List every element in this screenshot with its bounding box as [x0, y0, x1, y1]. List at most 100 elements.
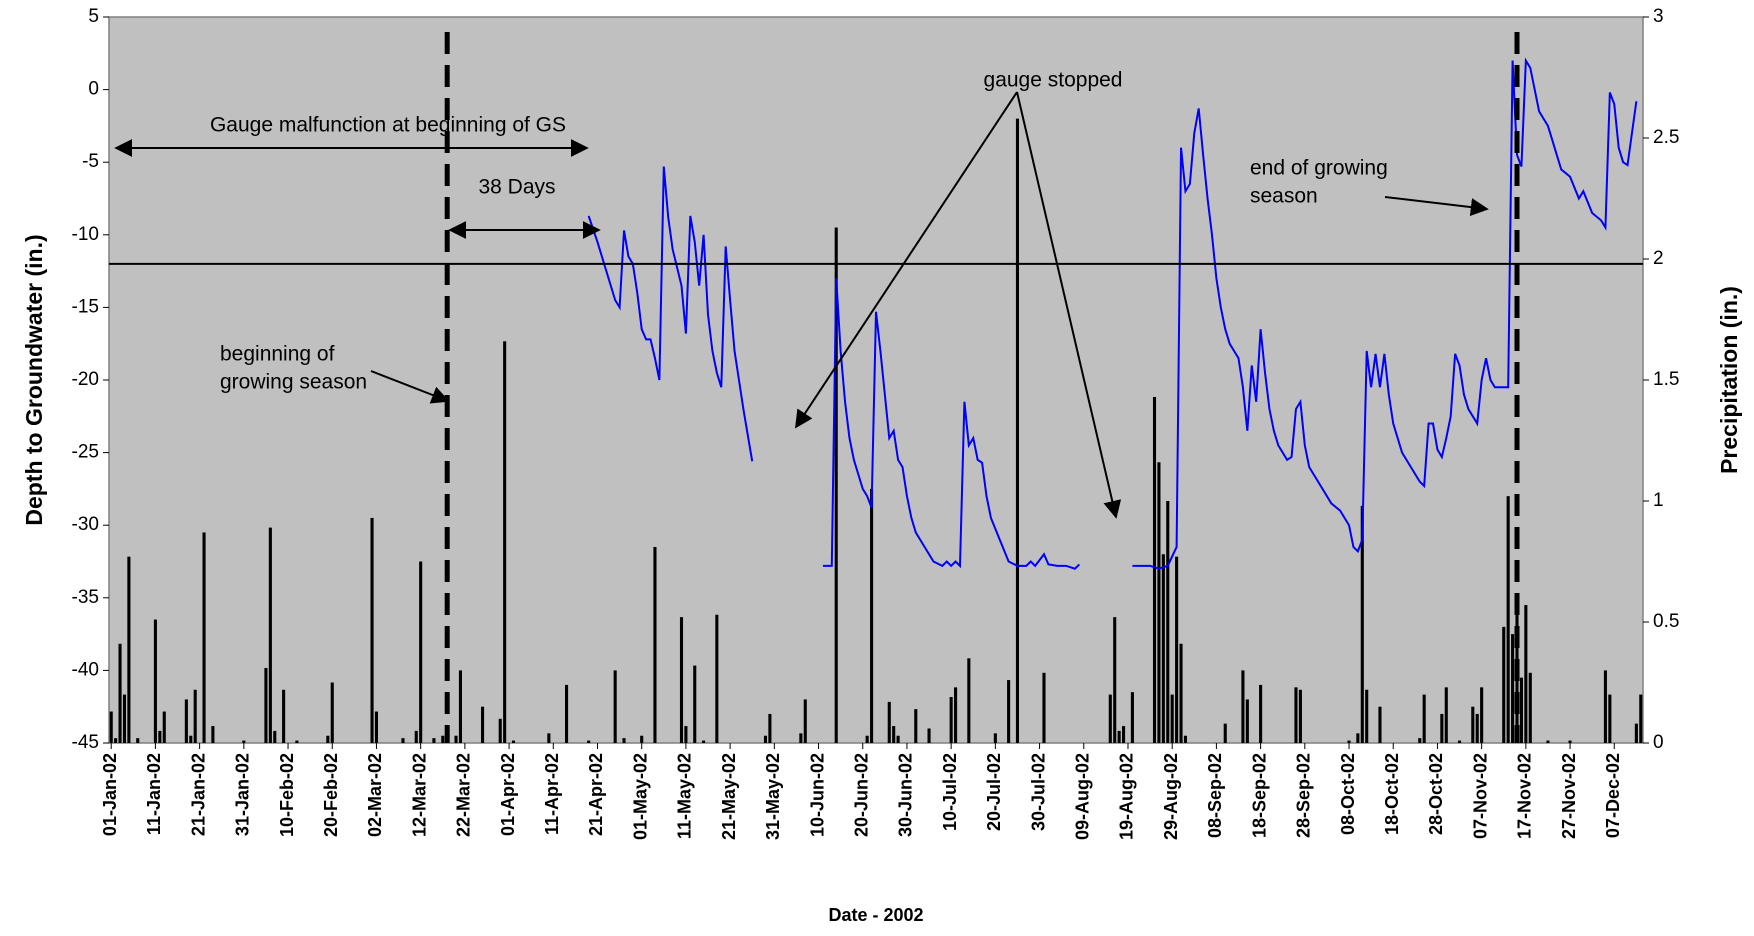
precip-bar	[202, 532, 206, 743]
precip-bar	[136, 738, 140, 743]
annotation-arrow	[795, 91, 1018, 429]
annotation: 38 Days	[478, 176, 555, 199]
precip-bar	[1241, 670, 1245, 743]
precip-bar	[295, 740, 299, 743]
x-tick-label: 07-Nov-02	[1470, 753, 1490, 839]
precip-bar	[189, 735, 193, 743]
x-tick-label: 10-Jul-02	[940, 753, 960, 831]
precip-bar	[896, 735, 900, 743]
precip-bar	[1175, 556, 1179, 743]
annotation: season	[1250, 185, 1318, 208]
precip-bar	[653, 546, 657, 743]
y-tick-label: -45	[72, 732, 99, 753]
precip-bar	[1157, 462, 1161, 743]
precip-bar	[432, 738, 436, 743]
precip-bar	[702, 740, 706, 743]
precip-bar	[1259, 684, 1263, 743]
y2-tick-label: 3	[1653, 6, 1664, 27]
precip-bar	[887, 701, 891, 743]
precip-bar	[715, 614, 719, 743]
precip-bar	[330, 682, 334, 743]
y-tick-label: -35	[72, 587, 99, 608]
precip-bar	[268, 527, 272, 743]
precip-bar	[193, 689, 197, 743]
annotation: gauge stopped	[984, 69, 1123, 92]
annotation: growing season	[220, 371, 367, 394]
precip-bar	[511, 740, 516, 743]
precip-bar	[1546, 740, 1550, 743]
precip-bar	[1511, 634, 1515, 743]
precip-bar	[162, 711, 166, 743]
precip-bar	[1471, 706, 1475, 743]
y-tick-label: -20	[72, 369, 99, 390]
precip-bar	[892, 726, 896, 743]
precip-bar	[1502, 626, 1506, 743]
precip-bar	[419, 561, 423, 743]
y2-tick-label: 2.5	[1653, 127, 1679, 148]
y2-tick-label: 1.5	[1653, 369, 1679, 390]
annotation: end of growing	[1250, 157, 1388, 180]
precip-bar	[763, 735, 768, 743]
precip-bar	[640, 735, 644, 743]
precip-bar	[441, 735, 445, 743]
x-tick-label: 17-Nov-02	[1515, 753, 1535, 839]
x-tick-label: 20-Feb-02	[321, 753, 341, 837]
precip-bar	[401, 738, 405, 743]
y-tick-label: 5	[88, 6, 99, 27]
precip-bar	[1166, 501, 1170, 743]
precip-bar	[503, 341, 507, 743]
x-tick-label: 08-Sep-02	[1205, 753, 1225, 838]
y-axis-title: Depth to Groundwater (in.)	[21, 234, 47, 525]
x-tick-label: 01-Jan-02	[100, 753, 120, 836]
precip-bar	[414, 730, 418, 743]
x-tick-label: 20-Jul-02	[984, 753, 1004, 831]
x-tick-label: 10-Jun-02	[807, 753, 827, 837]
precip-bar	[1608, 694, 1612, 743]
x-tick-label: 21-Jan-02	[188, 753, 208, 836]
x-tick-label: 11-May-02	[675, 753, 695, 839]
x-tick-label: 19-Aug-02	[1117, 753, 1137, 840]
y2-tick-label: 0.5	[1653, 611, 1679, 632]
annotation-arrow	[1384, 196, 1489, 217]
x-tick-label: 10-Feb-02	[277, 753, 297, 837]
precip-bar	[1634, 723, 1638, 743]
x-tick-label: 02-Mar-02	[365, 753, 385, 837]
precip-bar	[1418, 738, 1422, 743]
precip-bar	[264, 667, 268, 743]
x-tick-label: 18-Oct-02	[1382, 753, 1402, 835]
x-tick-label: 31-May-02	[763, 753, 783, 840]
precip-bar	[1122, 726, 1126, 743]
precip-bar	[1356, 733, 1360, 743]
x-tick-label: 18-Sep-02	[1249, 753, 1269, 838]
precip-bar	[803, 699, 807, 743]
x-tick-label: 11-Apr-02	[542, 753, 562, 835]
precip-bar	[109, 711, 113, 743]
precip-bar	[1170, 694, 1174, 743]
y2-tick-label: 2	[1653, 248, 1664, 269]
precip-bar	[1568, 740, 1572, 743]
precip-bar	[914, 709, 918, 743]
precip-bar	[1365, 689, 1369, 743]
precip-bar	[1440, 713, 1444, 743]
x-tick-label: 22-Mar-02	[454, 753, 474, 837]
x-tick-label: 09-Aug-02	[1073, 753, 1093, 840]
precip-bar	[1360, 505, 1364, 743]
x-tick-label: 07-Dec-02	[1603, 753, 1623, 838]
precip-bar	[993, 733, 997, 743]
precip-bar	[1378, 706, 1382, 743]
x-tick-label: 30-Jun-02	[896, 753, 916, 837]
precip-bar	[122, 694, 127, 743]
precip-bar	[1506, 496, 1510, 743]
precip-bar	[454, 735, 458, 743]
precip-bar	[1524, 605, 1528, 743]
y-tick-label: 0	[88, 79, 99, 100]
precip-bar	[1042, 672, 1046, 743]
precip-bar	[547, 733, 551, 743]
y-tick-label: -15	[72, 296, 99, 317]
precip-bar	[481, 706, 485, 743]
precip-bar	[622, 738, 626, 743]
precip-bar	[927, 728, 931, 743]
precip-bar	[949, 697, 953, 743]
x-tick-label: 28-Oct-02	[1426, 753, 1446, 835]
